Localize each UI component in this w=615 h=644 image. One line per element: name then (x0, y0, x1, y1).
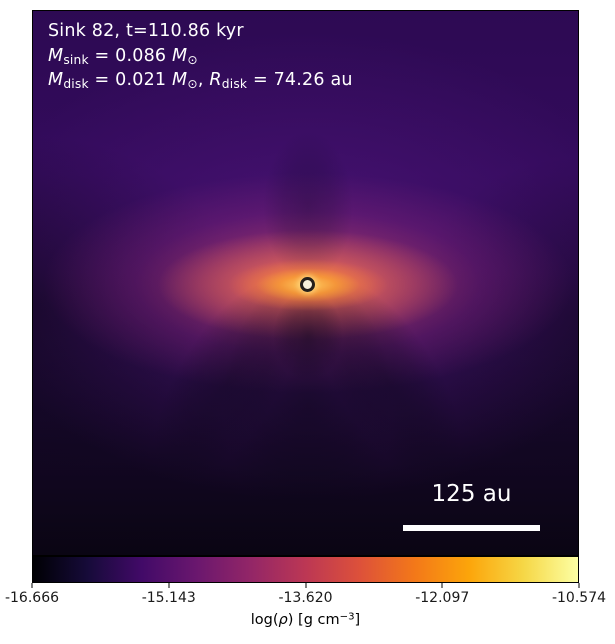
annotation-line-1: Sink 82, t=110.86 kyr (48, 21, 244, 41)
colorbar-axis-label: log(ρ) [g cm−3] (250, 611, 361, 628)
colorbar-tick-label-1: -15.143 (141, 590, 196, 606)
scale-bar-label: 125 au (431, 481, 512, 507)
colorbar-tick-1 (168, 583, 170, 588)
density-map: Sink 82, t=110.86 kyr Msink = 0.086 M⊙ M… (32, 10, 579, 556)
annotation-line-2: Msink = 0.086 M⊙ (48, 45, 198, 67)
annotation-block: Sink 82, t=110.86 kyr Msink = 0.086 M⊙ M… (48, 19, 353, 93)
colorbar-tick-3 (441, 583, 443, 588)
colorbar-tick-2 (305, 583, 306, 588)
colorbar-tick-labels: -16.666 -15.143 -13.620 -12.097 -10.574 (5, 590, 606, 608)
colorbar-tick-label-3: -12.097 (415, 590, 470, 606)
annotation-line-3: Mdisk = 0.021 M⊙, Rdisk = 74.26 au (48, 70, 353, 92)
scale-bar (403, 525, 540, 531)
sink-marker (300, 277, 315, 292)
colorbar-tick-4 (578, 583, 580, 588)
shadow-notch-up (263, 131, 353, 281)
colorbar-tick-label-2: -13.620 (278, 590, 333, 606)
colorbar-ticks (31, 583, 580, 589)
colorbar-tick-0 (31, 583, 33, 588)
colorbar-tick-label-0: -16.666 (4, 590, 60, 606)
colorbar-tick-label-4: -10.574 (551, 590, 607, 606)
colorbar (32, 556, 579, 583)
